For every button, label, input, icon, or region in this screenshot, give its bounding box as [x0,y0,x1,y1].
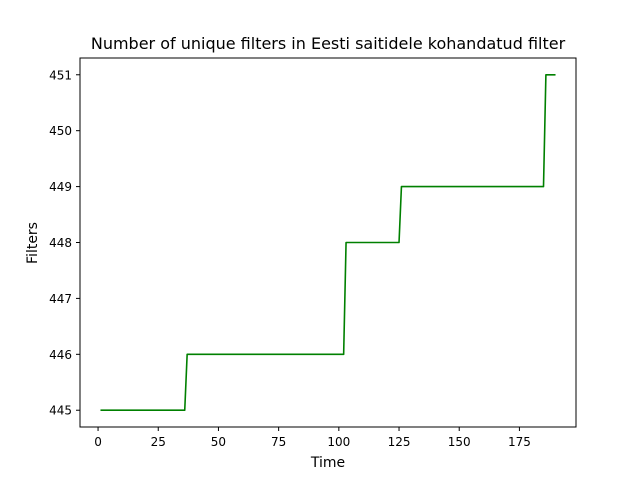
plot-area [80,58,576,427]
series-line [100,73,556,412]
y-tick-label: 449 [49,180,72,194]
y-axis-ticks: 445 446 447 448 449 450 451 [49,68,80,418]
plot-frame [79,57,577,428]
y-axis-label: Filters [25,222,41,264]
x-axis-ticks: 0 25 50 75 100 125 150 175 [94,427,531,449]
y-tick-label: 445 [49,404,72,418]
x-tick-label: 50 [211,435,226,449]
y-tick-label: 451 [49,68,72,82]
x-axis-label: Time [310,455,345,471]
series-layer [100,73,556,412]
chart-title: Number of unique filters in Eesti saitid… [91,34,566,53]
x-tick-label: 75 [271,435,286,449]
x-tick-label: 25 [151,435,166,449]
x-tick-label: 125 [388,435,411,449]
x-tick-label: 150 [448,435,471,449]
y-tick-label: 447 [49,292,72,306]
x-tick-label: 175 [508,435,531,449]
y-tick-label: 450 [49,124,72,138]
x-tick-label: 100 [327,435,350,449]
x-tick-label: 0 [94,435,102,449]
y-tick-label: 448 [49,236,72,250]
y-tick-label: 446 [49,348,72,362]
